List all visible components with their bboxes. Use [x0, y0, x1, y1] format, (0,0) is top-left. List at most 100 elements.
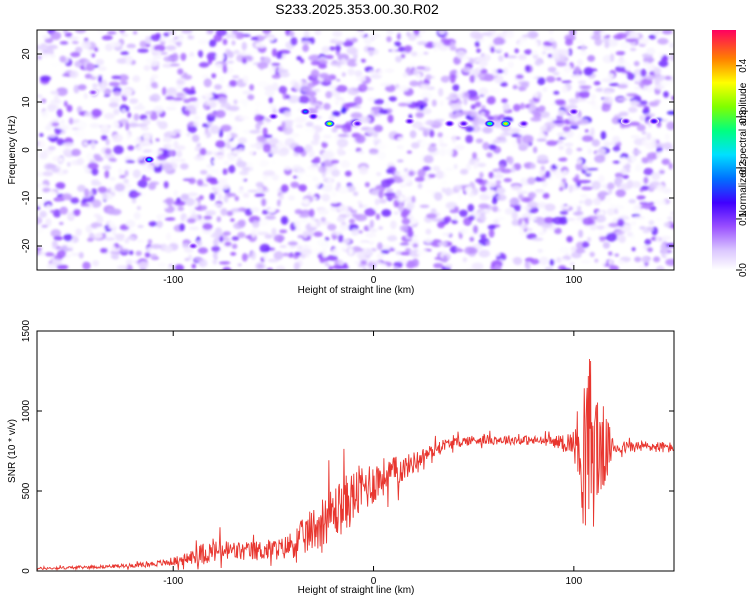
heatmap-cell: [451, 135, 457, 143]
heatmap-cell: [70, 51, 81, 58]
heatmap-cell: [599, 190, 608, 196]
heatmap-cell: [245, 48, 251, 55]
heatmap-cell: [52, 155, 64, 163]
heatmap-cell: [92, 83, 98, 89]
heatmap-cell: [55, 182, 66, 190]
heatmap-cell: [231, 236, 240, 241]
heatmap-cell: [452, 84, 460, 92]
heatmap-cell: [301, 86, 313, 93]
heatmap-hot-spot: [624, 120, 628, 123]
heatmap-cell: [569, 121, 581, 126]
heatmap-cell: [327, 177, 333, 184]
snr-xtick-label: 0: [371, 576, 377, 587]
heatmap-cell: [614, 253, 619, 257]
heatmap-cell: [220, 124, 232, 132]
heatmap-cell: [486, 95, 496, 105]
heatmap-cell: [556, 109, 566, 117]
heatmap-cell: [433, 122, 443, 126]
heatmap-cell: [443, 254, 448, 263]
heatmap-cell: [109, 176, 116, 181]
heatmap-cell: [576, 217, 585, 221]
heatmap-cell: [543, 216, 554, 224]
heatmap-cell: [640, 68, 647, 77]
heatmap-cell: [602, 90, 612, 95]
heatmap-cell: [197, 38, 209, 45]
heatmap-cell: [644, 30, 652, 34]
heatmap-cell: [45, 204, 52, 212]
heatmap-cell: [179, 158, 186, 162]
heatmap-cell: [76, 157, 85, 166]
heatmap-cell: [213, 34, 223, 42]
heatmap-cell: [256, 135, 266, 142]
snr-xlabel: Height of straight line (km): [298, 585, 415, 596]
heatmap-cell: [571, 251, 582, 259]
heatmap-cell: [380, 65, 389, 70]
heatmap-cell: [659, 170, 665, 174]
heatmap-cell: [357, 83, 368, 93]
heatmap-cell: [163, 56, 174, 62]
heatmap-cell: [492, 174, 504, 179]
heatmap-cell: [266, 267, 273, 270]
heatmap-cell: [300, 40, 312, 45]
heatmap-cell: [81, 40, 92, 50]
heatmap-cell: [565, 38, 573, 46]
heatmap-cell: [250, 228, 256, 238]
heatmap-cell: [569, 30, 577, 36]
heatmap-cell: [526, 233, 537, 240]
heatmap-cell: [172, 97, 183, 101]
heatmap-cell: [607, 38, 619, 47]
heatmap-cell: [125, 219, 136, 228]
heatmap-cell: [527, 191, 537, 199]
heatmap-cell: [612, 145, 621, 152]
heatmap-cell: [283, 165, 292, 171]
heatmap-cell: [346, 147, 356, 152]
heatmap-cell: [555, 164, 563, 167]
heatmap-cell: [466, 267, 476, 270]
heatmap-cell: [177, 68, 184, 75]
heatmap-cell: [651, 172, 661, 180]
heatmap-cell: [168, 150, 175, 156]
heatmap-cell: [37, 206, 41, 210]
heatmap-cell: [59, 222, 64, 225]
heatmap-cell: [618, 111, 629, 117]
heatmap-cell: [286, 243, 291, 252]
heatmap-cell: [177, 206, 185, 212]
heatmap-cell: [169, 63, 180, 67]
heatmap-cell: [188, 97, 198, 102]
heatmap-cell: [516, 135, 522, 144]
heatmap-cell: [143, 133, 151, 143]
heatmap-cell: [612, 135, 621, 144]
heatmap-cell: [462, 66, 471, 73]
heatmap-cell: [419, 83, 431, 90]
heatmap-cell: [165, 197, 175, 206]
heatmap-cell: [186, 218, 196, 224]
heatmap-cell: [417, 139, 422, 144]
colorbar-tick-label: 0.3: [738, 109, 749, 123]
heatmap-cell: [211, 245, 221, 253]
heatmap-cell: [186, 132, 191, 137]
heatmap-cell: [370, 228, 378, 233]
heatmap-cell: [126, 133, 131, 141]
heatmap-cell: [411, 195, 416, 203]
heatmap-cell: [398, 195, 405, 202]
heatmap-cell: [506, 55, 518, 59]
heatmap-cell: [249, 144, 261, 148]
heatmap-cell: [42, 187, 51, 193]
heatmap-cell: [557, 141, 564, 146]
heatmap-cell: [583, 30, 594, 38]
heatmap-cell: [584, 198, 593, 206]
heatmap-cell: [77, 184, 86, 192]
heatmap-cell: [157, 262, 167, 268]
heatmap-cell: [629, 100, 639, 107]
heatmap-cell: [474, 101, 482, 108]
heatmap-cell: [127, 145, 135, 151]
heatmap-hot-spot: [488, 122, 492, 125]
heatmap-cell: [398, 203, 404, 213]
heatmap-cell: [100, 84, 106, 92]
heatmap-cell: [664, 253, 674, 257]
heatmap-cell: [242, 129, 252, 134]
heatmap-cell: [340, 160, 351, 169]
heatmap-cell: [149, 181, 160, 186]
heatmap-cell: [489, 87, 502, 94]
